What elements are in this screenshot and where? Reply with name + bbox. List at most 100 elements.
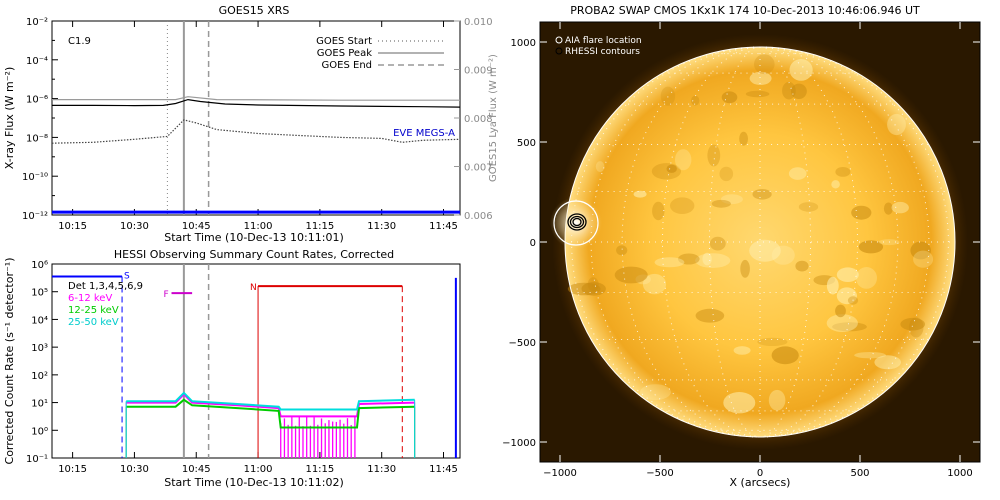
- goes-series: [51, 96, 461, 214]
- solar-feature: [640, 384, 671, 400]
- hessi-attenuator-bars: [280, 416, 356, 458]
- goes-right-axis: 0.006 0.007 0.008 0.009 0.010: [454, 17, 493, 222]
- legend-goes-start: GOES Start: [316, 36, 372, 47]
- x-tick-label: 500: [850, 468, 869, 479]
- swap-title: PROBA2 SWAP CMOS 1Kx1K 174 10-Dec-2013 1…: [570, 4, 920, 17]
- legend-goes-peak: GOES Peak: [317, 48, 372, 59]
- y-tick-label: 10⁻²: [26, 17, 48, 28]
- solar-feature: [757, 337, 788, 346]
- solar-feature: [740, 259, 750, 278]
- solar-feature: [749, 239, 781, 262]
- heliographic-grid: [565, 46, 955, 438]
- solar-feature: [900, 317, 925, 331]
- solar-feature: [670, 197, 695, 214]
- solar-feature: [908, 317, 924, 338]
- solar-feature: [702, 252, 712, 266]
- x-tick-label: 0: [757, 468, 763, 479]
- legend-det: Det 1,3,4,5,6,9: [68, 281, 143, 292]
- solar-feature: [851, 205, 872, 220]
- hessi-title: HESSI Observing Summary Count Rates, Cor…: [114, 248, 394, 261]
- solar-feature: [733, 346, 751, 355]
- x-tick-label: 11:30: [367, 221, 396, 232]
- x-tick-label: −1000: [543, 468, 577, 479]
- solar-feature: [720, 194, 743, 205]
- solar-feature: [789, 59, 813, 81]
- solar-feature: [826, 314, 858, 332]
- solar-feature: [711, 199, 731, 208]
- y-tick-label: 10⁻¹⁰: [22, 172, 48, 183]
- solar-feature: [874, 355, 901, 370]
- rhessi-contour-outer: [567, 213, 587, 231]
- y-tick-label: 10²: [31, 371, 48, 382]
- flag-label-S: S: [124, 271, 130, 281]
- solar-feature: [754, 54, 775, 75]
- solar-feature: [768, 389, 786, 411]
- goes-title: GOES15 XRS: [219, 4, 290, 17]
- solar-feature: [788, 167, 807, 180]
- eve-megs-label: EVE MEGS-A: [393, 128, 455, 139]
- goes-plot-frame: [51, 20, 461, 216]
- x-tick-label: 11:45: [429, 464, 458, 475]
- solar-feature: [587, 277, 599, 292]
- rhessi-contours: [567, 213, 587, 231]
- hessi-xlabel: Start Time (10-Dec-13 10:11:02): [164, 476, 344, 489]
- flare-class-label: C1.9: [68, 36, 91, 47]
- y-tick-label: 0: [530, 238, 536, 249]
- flare-glow: [550, 197, 602, 249]
- solar-feature: [913, 250, 934, 268]
- hessi-series-12-25-keV: [126, 398, 415, 429]
- swap-xlabel: X (arcsecs): [730, 476, 791, 489]
- goes-lya-flux: [52, 96, 460, 101]
- solar-feature: [883, 202, 893, 215]
- solar-feature: [858, 240, 884, 254]
- solar-feature: [835, 304, 846, 318]
- solar-feature: [752, 189, 772, 200]
- solar-feature: [831, 180, 840, 189]
- y-tick-label: 10⁰: [31, 426, 48, 437]
- right-tick-label: 0.009: [464, 66, 493, 77]
- solar-feature: [595, 161, 605, 173]
- swap-image-panel: PROBA2 SWAP CMOS 1Kx1K 174 10-Dec-2013 1…: [502, 4, 981, 489]
- x-tick-label: 10:15: [58, 464, 87, 475]
- x-tick-label: 11:00: [244, 221, 273, 232]
- goes-y-axis: 10⁻¹² 10⁻¹⁰ 10⁻⁸ 10⁻⁶ 10⁻⁴ 10⁻²: [22, 17, 58, 222]
- x-tick-label: 11:00: [244, 464, 273, 475]
- legend-12-25: 12-25 keV: [68, 305, 119, 316]
- x-tick-label: 10:30: [120, 464, 149, 475]
- solar-feature: [642, 273, 667, 295]
- right-tick-label: 0.007: [464, 163, 493, 174]
- y-tick-label: 10⁻¹²: [22, 211, 48, 222]
- swap-x-axis: −1000 −500 0 500 1000: [543, 22, 973, 479]
- y-tick-label: 10⁻⁴: [26, 56, 48, 67]
- goes-legend: GOES Start GOES Peak GOES End: [316, 36, 444, 71]
- hessi-panel: HESSI Observing Summary Count Rates, Cor…: [3, 248, 461, 489]
- x-tick-label: 11:15: [305, 221, 334, 232]
- x-tick-label: 11:30: [367, 464, 396, 475]
- solar-feature: [782, 81, 796, 100]
- y-tick-label: −500: [509, 338, 536, 349]
- x-tick-label: 10:45: [182, 464, 211, 475]
- x-tick-label: 10:45: [182, 221, 211, 232]
- longitude-line: [571, 46, 761, 438]
- solar-feature: [798, 202, 819, 212]
- flag-label-F: F: [164, 290, 169, 300]
- solar-feature: [745, 90, 770, 98]
- hessi-x-axis: 10:15 10:30 10:45 11:00 11:15 11:30 11:45: [58, 452, 458, 475]
- solar-feature: [652, 201, 665, 221]
- x-tick-label: 10:15: [58, 221, 87, 232]
- solar-feature: [691, 95, 700, 106]
- solar-feature: [616, 245, 628, 256]
- y-tick-label: 500: [517, 138, 536, 149]
- rhessi-contour-inner: [572, 217, 582, 227]
- solar-feature: [749, 71, 772, 85]
- goes-flare-markers: [166, 21, 210, 215]
- solar-feature: [719, 166, 734, 182]
- x-tick-label: 11:45: [429, 221, 458, 232]
- longitude-line: [759, 46, 949, 438]
- solar-feature: [856, 267, 877, 289]
- hessi-ylabel: Corrected Count Rate (s⁻¹ detector⁻¹): [3, 258, 16, 465]
- goes-xrs-panel: GOES15 XRS 10⁻¹² 10⁻¹⁰ 10⁻⁸ 10⁻⁶ 10⁻⁴ 10⁻² 0.…: [3, 4, 499, 244]
- flag-label-N: N: [250, 283, 257, 293]
- solar-feature: [675, 149, 692, 171]
